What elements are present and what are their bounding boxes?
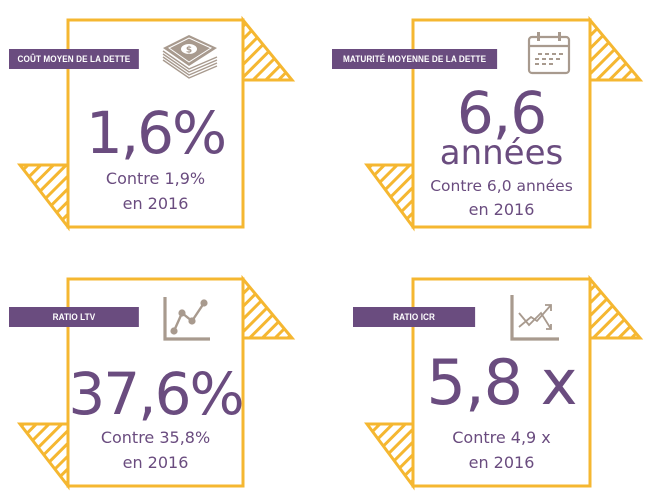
line-chart-icon bbox=[163, 297, 210, 341]
card-label: COÛT MOYEN DE LA DETTE bbox=[9, 49, 139, 69]
kpi-value: 6,6 bbox=[456, 79, 547, 147]
kpi-value: 1,6% bbox=[85, 99, 227, 167]
kpi-value: 5,8 x bbox=[426, 346, 578, 419]
kpi-value: 37,6% bbox=[68, 360, 244, 428]
kpi-year: en 2016 bbox=[468, 200, 535, 219]
card-label: RATIO LTV bbox=[9, 307, 139, 327]
calendar-icon bbox=[527, 32, 571, 75]
kpi-year: en 2016 bbox=[122, 194, 189, 213]
money-stack-icon: $ bbox=[162, 35, 218, 79]
card-4-frame bbox=[364, 274, 644, 491]
kpi-comparison: Contre 35,8% bbox=[100, 428, 211, 447]
card-label: RATIO ICR bbox=[353, 307, 476, 327]
kpi-year: en 2016 bbox=[122, 453, 189, 472]
card-label: MATURITÉ MOYENNE DE LA DETTE bbox=[332, 49, 498, 69]
svg-text:$: $ bbox=[186, 46, 192, 56]
kpi-value-unit: années bbox=[439, 133, 564, 173]
kpi-comparison: Contre 4,9 x bbox=[452, 428, 551, 447]
kpi-comparison: Contre 1,9% bbox=[105, 169, 206, 188]
kpi-year: en 2016 bbox=[468, 453, 535, 472]
trend-chart-icon bbox=[510, 295, 559, 341]
kpi-comparison: Contre 6,0 années bbox=[430, 177, 573, 195]
